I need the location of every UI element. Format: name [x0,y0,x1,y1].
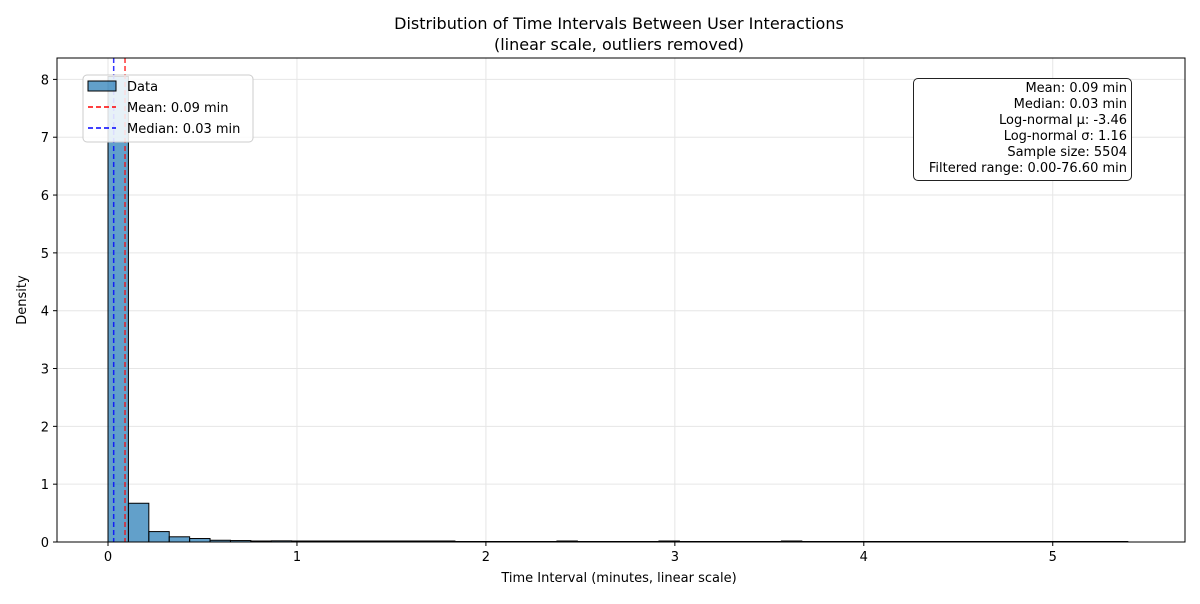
histogram-bar [189,538,211,543]
stats-line-lognormal-sigma: Log-normal σ: 1.16 [1003,129,1127,144]
y-tick-label: 6 [41,189,49,204]
x-tick-label: 1 [293,550,301,565]
y-tick-label: 3 [41,363,49,378]
stats-box: Mean: 0.09 min Median: 0.03 min Log-norm… [913,78,1132,181]
histogram-bar [168,536,191,543]
x-axis-ticks: 0 1 2 3 4 5 [104,542,1057,565]
y-axis-ticks: 0 1 2 3 4 5 6 7 8 [41,73,57,551]
stats-line-sample-size: Sample size: 5504 [1007,145,1127,160]
legend-label-median: Median: 0.03 min [127,122,240,137]
stats-line-lognormal-mu: Log-normal μ: -3.46 [998,113,1127,128]
y-tick-label: 5 [41,247,49,262]
stats-line-mean: Mean: 0.09 min [1025,81,1127,96]
chart-title: Distribution of Time Intervals Between U… [394,14,844,33]
y-tick-label: 0 [41,536,49,551]
x-tick-label: 5 [1049,550,1057,565]
y-tick-label: 4 [41,305,49,320]
y-tick-label: 7 [41,131,49,146]
x-tick-label: 3 [671,550,679,565]
legend-frame [82,74,254,143]
x-tick-label: 4 [860,550,868,565]
histogram-bar [127,502,150,543]
chart-subtitle: (linear scale, outliers removed) [494,35,744,54]
stats-line-median: Median: 0.03 min [1013,97,1127,112]
legend-data-swatch [87,80,117,92]
legend: Data Mean: 0.09 min Median: 0.03 min [82,74,254,143]
x-tick-label: 2 [482,550,490,565]
y-tick-label: 8 [41,73,49,88]
x-axis-label: Time Interval (minutes, linear scale) [500,571,736,586]
legend-label-mean: Mean: 0.09 min [127,101,229,116]
histogram-bar [148,531,170,543]
y-tick-label: 1 [41,478,49,493]
stats-line-filtered-range: Filtered range: 0.00-76.60 min [928,161,1127,176]
plot-frame [56,57,1186,543]
y-axis-label: Density [15,275,30,325]
y-tick-label: 2 [41,420,49,435]
legend-label-data: Data [127,80,158,95]
x-tick-label: 0 [104,550,112,565]
